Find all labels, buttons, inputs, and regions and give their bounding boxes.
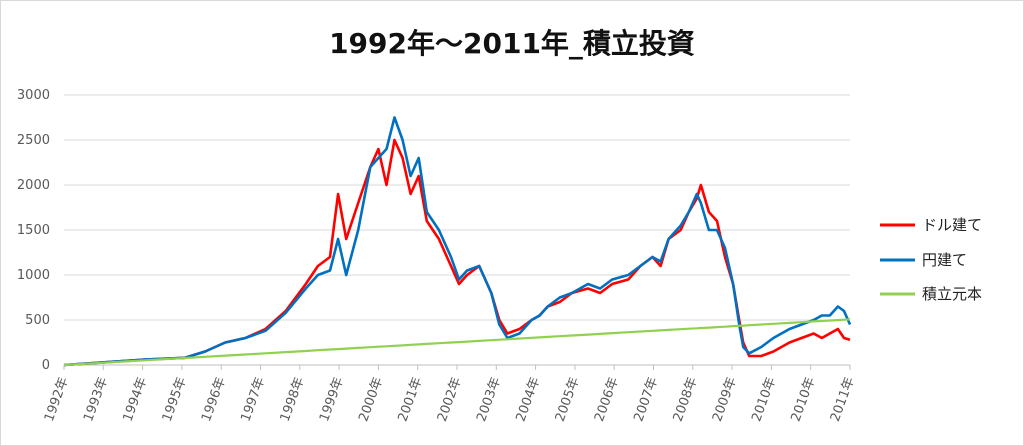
x-tick-label: 2011年 bbox=[828, 375, 858, 423]
x-tick-label: 1997年 bbox=[238, 375, 268, 423]
x-tick-label: 2010年 bbox=[789, 375, 819, 423]
y-tick-label: 2500 bbox=[17, 133, 50, 148]
x-tick-label: 1998年 bbox=[278, 375, 308, 423]
legend-entry: 円建て bbox=[922, 251, 967, 269]
x-tick-label: 2001年 bbox=[396, 375, 426, 423]
y-tick-label: 2000 bbox=[17, 178, 50, 193]
y-axis-ticks: 0 500 1000 1500 2000 2500 3000 bbox=[17, 88, 50, 373]
y-tick-label: 1000 bbox=[17, 268, 50, 283]
x-tick-label: 2006年 bbox=[592, 375, 622, 423]
x-tick-label: 1992年 bbox=[42, 375, 72, 423]
x-tick-label: 2005年 bbox=[553, 375, 583, 423]
x-tick-label: 1994年 bbox=[120, 375, 150, 423]
y-tick-label: 500 bbox=[25, 313, 50, 328]
series-lines bbox=[63, 116, 852, 367]
y-tick-label: 1500 bbox=[17, 223, 50, 238]
x-tick-label: 1999年 bbox=[317, 375, 347, 423]
gridlines bbox=[64, 94, 850, 366]
x-tick-label: 1996年 bbox=[199, 375, 229, 423]
x-tick-label: 2009年 bbox=[710, 375, 740, 423]
series-line-1 bbox=[63, 138, 851, 367]
y-tick-label: 0 bbox=[42, 358, 50, 373]
series-line-2 bbox=[63, 116, 852, 367]
legend-entry: ドル建て bbox=[922, 216, 982, 234]
x-tick-label: 2007年 bbox=[631, 375, 661, 423]
legend-entry: 積立元本 bbox=[922, 285, 982, 303]
chart-title: 1992年〜2011年_積立投資 bbox=[329, 27, 695, 60]
x-tick-label: 1993年 bbox=[81, 375, 111, 423]
x-axis-ticks: 1992年 1993年 1994年 1995年 1996年 1997年 1998年 1999年… bbox=[42, 365, 858, 424]
x-tick-label: 2010年 bbox=[749, 375, 779, 423]
x-tick-label: 2004年 bbox=[513, 375, 543, 423]
x-tick-label: 2000年 bbox=[356, 375, 386, 423]
series-line-3 bbox=[63, 318, 851, 367]
x-tick-label: 2003年 bbox=[474, 375, 504, 423]
y-tick-label: 3000 bbox=[17, 88, 50, 103]
x-tick-label: 2002年 bbox=[435, 375, 465, 423]
x-tick-label: 2008年 bbox=[671, 375, 701, 423]
x-tick-label: 1995年 bbox=[160, 375, 190, 423]
